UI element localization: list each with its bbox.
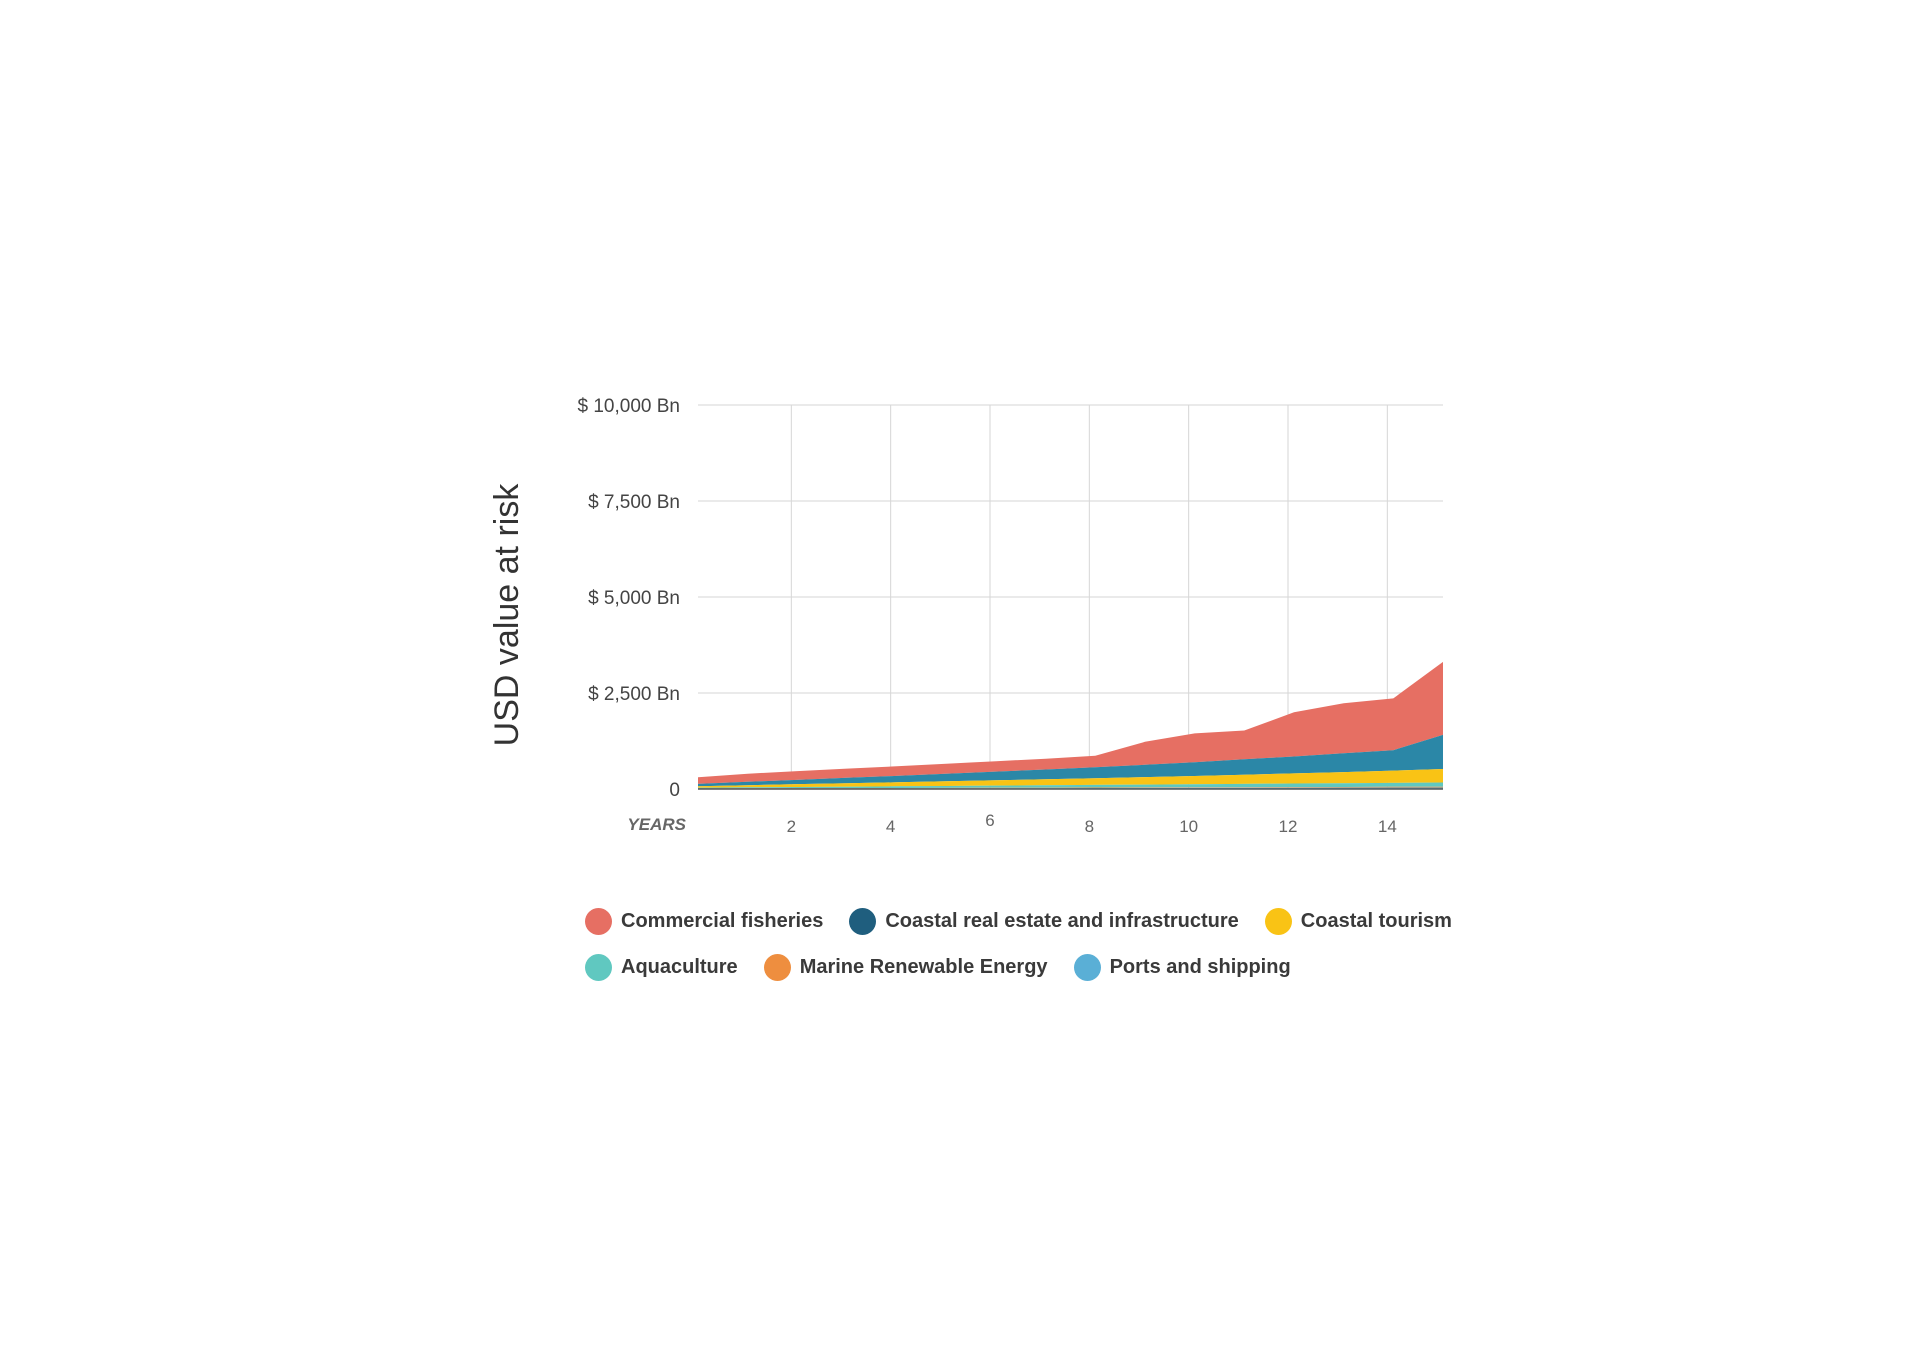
x-tick-label: 14 <box>1378 817 1397 836</box>
x-tick-label: 8 <box>1085 817 1094 836</box>
stacked-areas <box>698 661 1443 789</box>
area-coastal-tourism <box>698 769 1443 788</box>
x-tick-label: 4 <box>886 817 895 836</box>
x-tick-label: 2 <box>787 817 796 836</box>
x-tick-label: 6 <box>985 811 994 830</box>
legend: Commercial fisheries Coastal real estate … <box>585 898 1452 990</box>
legend-item: Aquaculture <box>585 953 738 981</box>
dark-blue-dot-icon <box>849 907 877 935</box>
y-tick-label: $ 7,500 Bn <box>588 492 680 513</box>
legend-label: Aquaculture <box>621 955 738 978</box>
legend-label: Marine Renewable Energy <box>799 955 1048 978</box>
y-tick-label: $ 5,000 Bn <box>588 588 680 609</box>
teal-dot-icon <box>585 953 612 981</box>
yellow-dot-icon <box>1264 907 1292 935</box>
y-tick-label: 0 <box>669 780 680 801</box>
legend-item: Commercial fisheries <box>585 907 824 935</box>
legend-label: Coastal real estate and infrastructure <box>885 909 1239 932</box>
legend-row: Aquaculture Marine Renewable Energy Ports … <box>585 944 1445 990</box>
x-axis-title: YEARS <box>627 815 686 834</box>
area-commercial-fisheries <box>698 661 1443 784</box>
x-tick-label: 12 <box>1279 817 1298 836</box>
blue-dot-icon <box>1073 953 1101 981</box>
legend-label: Ports and shipping <box>1109 955 1291 978</box>
orange-dot-icon <box>763 953 791 981</box>
legend-label: Coastal tourism <box>1300 909 1452 932</box>
legend-item: Coastal tourism <box>1264 907 1452 935</box>
area-coastal-real-estate-and-infrastructure <box>698 734 1443 787</box>
area-marine-renewable-energy <box>698 786 1443 789</box>
x-tick-label: 10 <box>1179 817 1198 836</box>
area-aquaculture <box>698 782 1443 789</box>
legend-item: Marine Renewable Energy <box>763 953 1048 981</box>
y-tick-label: $ 2,500 Bn <box>588 684 680 705</box>
y-axis-title: USD value at risk <box>488 483 526 747</box>
legend-row: Commercial fisheries Coastal real estate … <box>585 898 1452 944</box>
red-dot-icon <box>585 907 612 935</box>
legend-label: Commercial fisheries <box>621 909 824 932</box>
legend-item: Ports and shipping <box>1073 953 1291 981</box>
legend-item: Coastal real estate and infrastructure <box>849 907 1239 935</box>
axes: 0 $ 2,500 Bn $ 5,000 Bn $ 7,500 Bn $ 10,000 … <box>578 396 1443 836</box>
y-tick-label: $ 10,000 Bn <box>578 396 680 417</box>
